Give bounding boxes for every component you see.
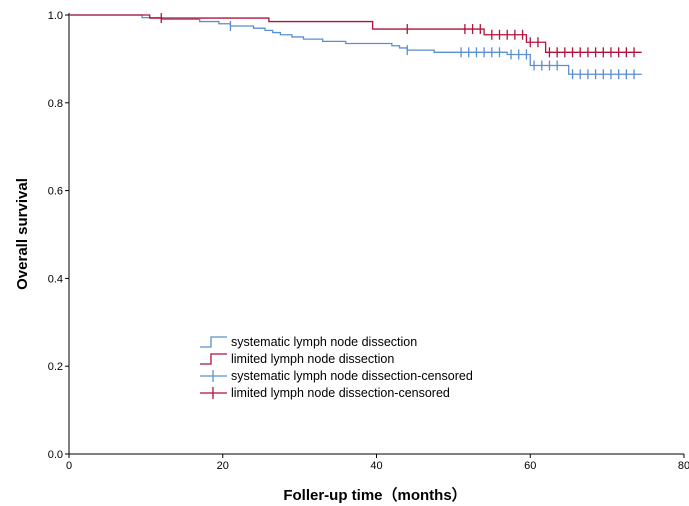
survival-curve-systematic [69, 14, 642, 75]
legend-label: systematic lymph node dissection [231, 335, 417, 349]
series-limited [69, 13, 642, 58]
x-tick-label: 20 [217, 460, 229, 472]
legend-line-swatch [200, 336, 227, 348]
ticks: 0 20 40 60 80 0.0 0.2 0.4 0.6 0.8 1.0 [48, 10, 689, 472]
series-systematic [69, 14, 642, 80]
x-axis-title: Foller-up time（months） [283, 486, 466, 504]
legend-item: systematic lymph node dissection [200, 335, 417, 349]
x-tick-label: 0 [66, 460, 72, 472]
y-tick-label: 0.8 [48, 98, 63, 110]
survival-curve-limited [69, 14, 642, 53]
legend-item: limited lymph node dissection [200, 352, 394, 366]
legend: systematic lymph node dissection limited … [200, 335, 473, 400]
x-tick-label: 40 [370, 460, 382, 472]
y-tick-label: 1.0 [48, 10, 63, 22]
legend-label: limited lymph node dissection-censored [231, 386, 450, 400]
legend-item: systematic lymph node dissection-censore… [200, 369, 473, 383]
legend-item: limited lymph node dissection-censored [200, 386, 450, 400]
series-layer [69, 13, 642, 80]
legend-label: limited lymph node dissection [231, 352, 394, 366]
legend-label: systematic lymph node dissection-censore… [231, 369, 473, 383]
x-tick-label: 60 [524, 460, 536, 472]
y-tick-label: 0.4 [48, 273, 63, 285]
legend-line-swatch [200, 353, 227, 365]
y-axis-title: Overall survival [14, 178, 31, 290]
y-tick-label: 0.6 [48, 186, 63, 198]
y-tick-label: 0.2 [48, 361, 63, 373]
x-tick-label: 80 [678, 460, 689, 472]
y-tick-label: 0.0 [48, 449, 63, 461]
